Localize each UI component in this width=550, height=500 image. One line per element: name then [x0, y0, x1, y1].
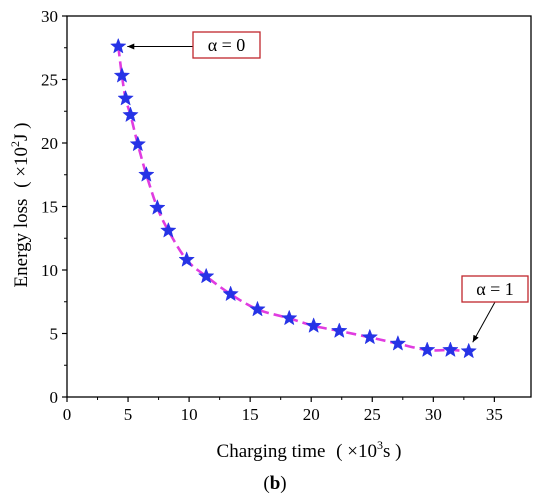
- x-axis-ticks: 0 5 10 15 20 25 30 35: [63, 397, 503, 424]
- y-tick-label: 15: [41, 198, 58, 217]
- y-tick-label: 0: [50, 388, 59, 407]
- x-tick-label: 5: [124, 405, 133, 424]
- data-point-star: [389, 334, 407, 351]
- annotation-box-alpha0: [192, 31, 261, 59]
- y-tick-label: 25: [41, 71, 58, 90]
- data-point-star: [249, 300, 266, 317]
- y-tick-label: 20: [41, 134, 58, 153]
- annotation-label-alpha0: α = 0: [208, 35, 246, 55]
- annotation-arrow-alpha1: [472, 301, 496, 343]
- plot-border: [66, 15, 532, 398]
- data-point-star: [110, 37, 127, 54]
- data-point-star: [113, 66, 131, 83]
- x-tick-label: 20: [303, 405, 320, 424]
- x-tick-label: 15: [242, 405, 259, 424]
- data-point-star: [331, 322, 348, 338]
- data-point-star: [305, 317, 322, 333]
- data-point-star: [442, 341, 459, 358]
- data-point-star: [361, 328, 379, 345]
- plot-frame: [66, 15, 532, 398]
- data-point-star: [129, 135, 147, 152]
- figure-caption: (b): [263, 473, 286, 494]
- y-axis-title: Energy loss ( ×102J ): [8, 123, 32, 288]
- y-tick-label: 5: [50, 325, 59, 344]
- data-point-star: [222, 285, 239, 302]
- y-tick-label: 30: [41, 7, 58, 26]
- data-point-star: [122, 106, 139, 123]
- series-layer: [110, 37, 477, 359]
- data-point-star: [178, 251, 195, 267]
- data-point-star: [280, 309, 298, 326]
- x-tick-label: 0: [63, 405, 72, 424]
- y-tick-label: 10: [41, 261, 58, 280]
- data-point-star: [117, 89, 134, 106]
- annotation-label-alpha1: α = 1: [476, 279, 514, 299]
- data-point-star: [160, 221, 177, 238]
- annotation-box-alpha1: [461, 275, 529, 303]
- x-axis-title: Charging time ( ×103s ): [217, 438, 402, 462]
- series-line: [116, 46, 469, 353]
- x-tick-label: 30: [425, 405, 442, 424]
- data-point-star: [149, 199, 166, 215]
- annotations-layer: α = 0 α = 1: [127, 31, 529, 343]
- x-tick-label: 25: [364, 405, 381, 424]
- data-point-star: [197, 267, 215, 284]
- x-tick-label: 10: [181, 405, 198, 424]
- data-point-star: [460, 342, 477, 359]
- data-point-star: [418, 341, 436, 358]
- x-tick-label: 35: [486, 405, 503, 424]
- data-point-star: [138, 166, 155, 182]
- y-axis-ticks: 0 5 10 15 20 25 30: [41, 7, 67, 407]
